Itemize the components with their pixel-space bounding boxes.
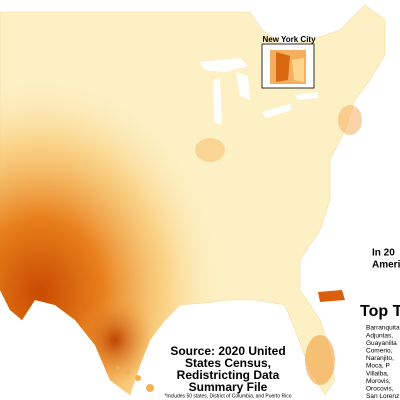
list-item: Adjuntas, [366, 332, 393, 339]
source-line: Summary File [189, 380, 268, 394]
source-line: States Census, [185, 356, 271, 370]
puerto-rico [318, 290, 345, 302]
side-panel [350, 232, 400, 400]
great-lakes [200, 58, 318, 125]
side-text: In 20America Top T BarranquitaAdjuntas,Gua… [360, 248, 400, 400]
us-map [0, 4, 386, 396]
panel-heading: In 20 [372, 248, 395, 259]
source-line: Source: 2020 United [170, 344, 285, 358]
list-item: Moca, P [366, 363, 390, 370]
hawaii [116, 366, 154, 392]
list-item: Orocovis, [366, 386, 394, 393]
list-item: Guayanilla [366, 340, 397, 347]
list-item: San Lorenz [366, 393, 399, 400]
source-line: Redistricting Data [177, 368, 280, 382]
list-item: Barranquita [366, 325, 400, 332]
source-note: *Includes 50 states, District of Columbi… [164, 393, 291, 399]
list-item: Comerio, [366, 348, 393, 355]
list-item: Naranjito, [366, 355, 394, 362]
inset-title: New York City [262, 35, 316, 44]
list-item: Villalba, [366, 370, 389, 377]
list-item: Morovis, [366, 378, 391, 385]
list-title: Top T [360, 303, 400, 320]
nyc-inset: New York City [261, 35, 316, 89]
panel-heading: America [372, 260, 400, 271]
